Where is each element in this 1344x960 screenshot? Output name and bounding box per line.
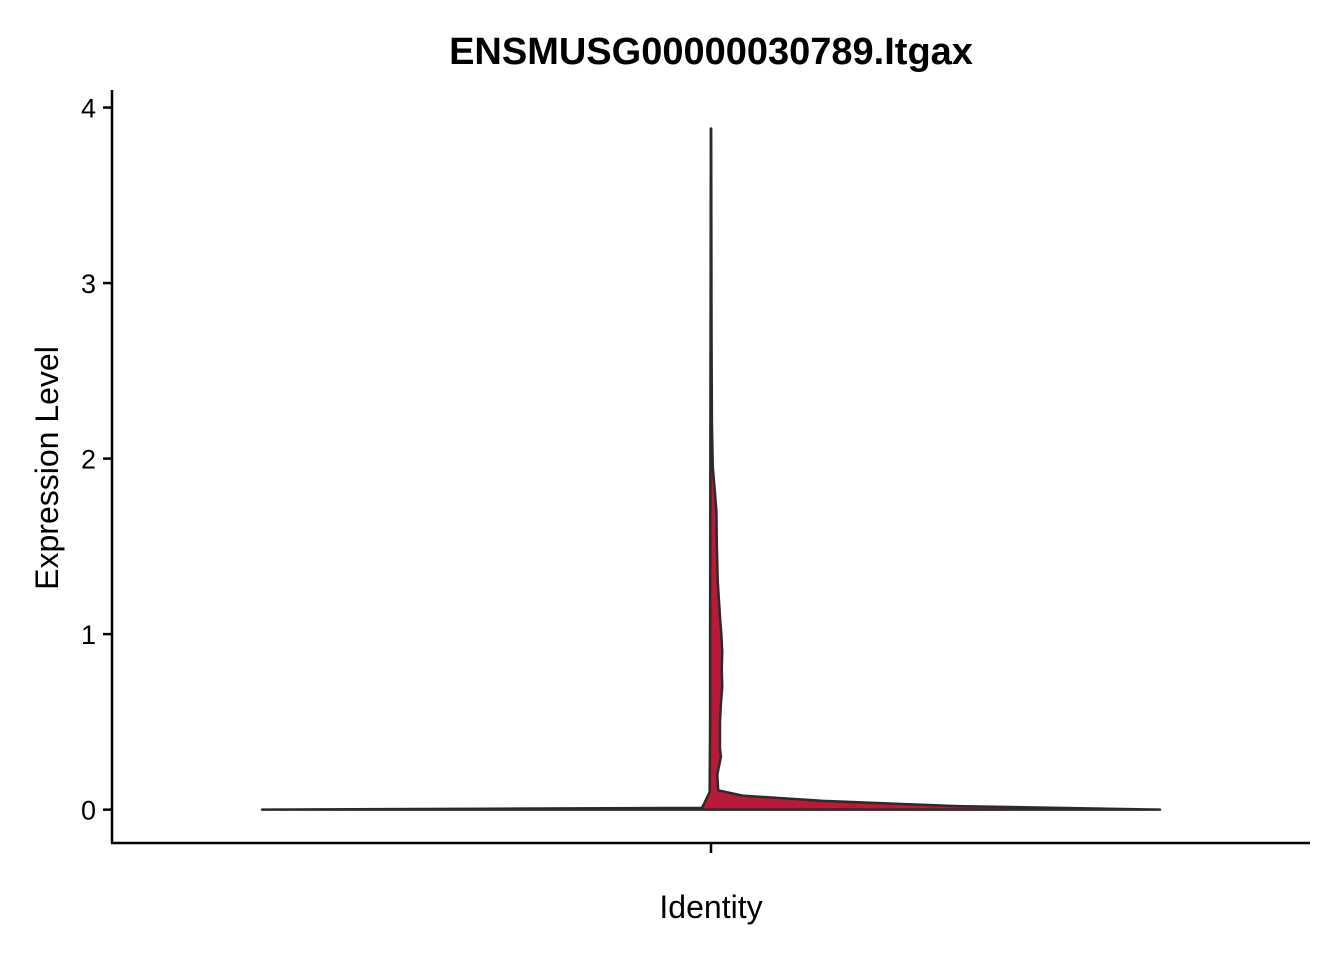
x-axis-label: Identity <box>659 889 762 925</box>
y-tick-label: 1 <box>81 620 96 650</box>
plot-area <box>260 127 1162 811</box>
y-tick-label: 3 <box>81 269 96 299</box>
violin-outline <box>260 127 1162 811</box>
chart-title: ENSMUSG00000030789.Itgax <box>449 31 973 73</box>
y-axis-ticks: 0 1 2 3 4 <box>81 94 112 826</box>
y-axis-label: Expression Level <box>29 346 65 590</box>
y-tick-label: 0 <box>81 796 96 826</box>
y-tick-label: 2 <box>81 445 96 475</box>
y-tick-label: 4 <box>81 94 96 124</box>
